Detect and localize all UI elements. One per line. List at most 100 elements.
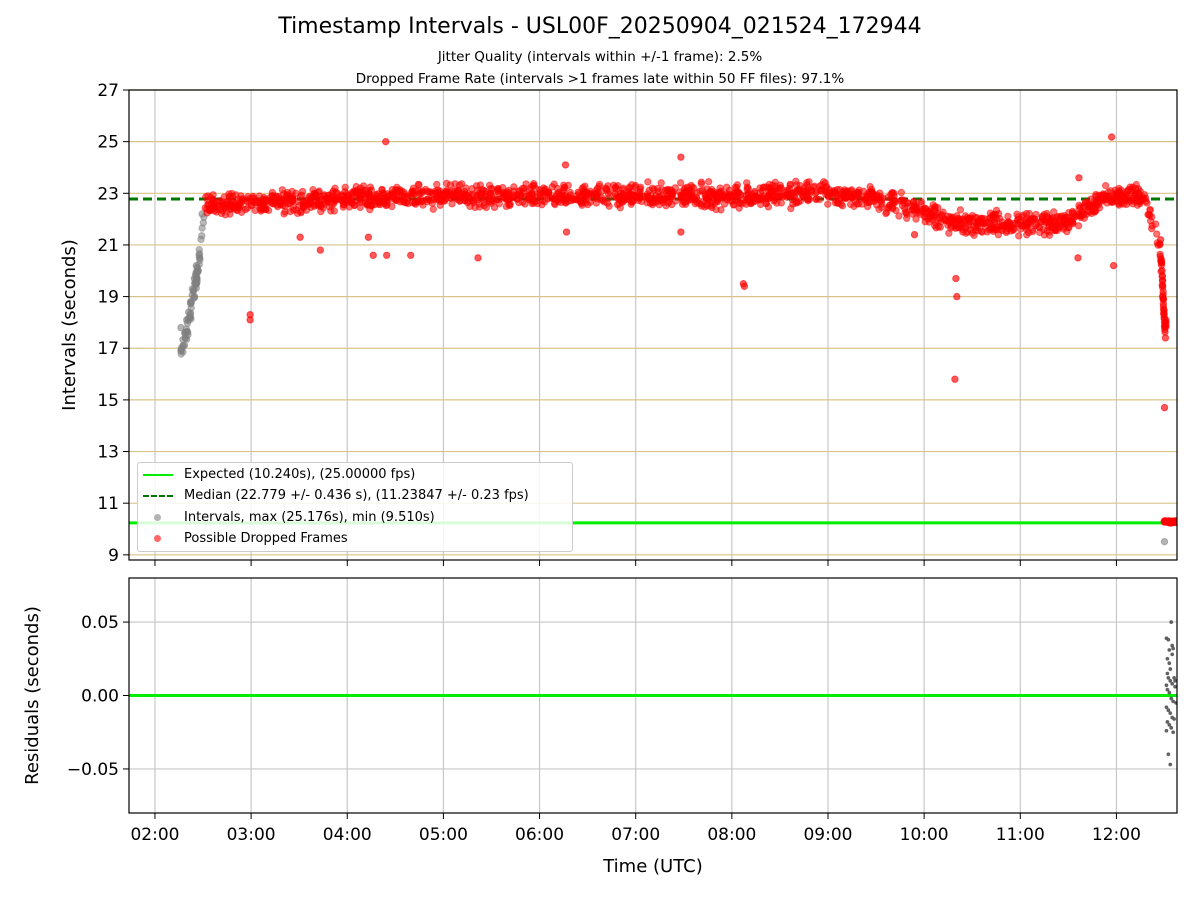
dropped-frame-point [1160,403,1169,412]
dropped-frame-point [672,197,680,205]
residual-point [1168,667,1173,671]
dropped-frame-point [232,200,240,209]
dropped-frame-point [910,230,919,239]
dropped-frame-point [259,196,268,204]
residual-point [1172,675,1177,680]
dropped-frame-point [409,189,417,198]
dropped-frame-point [458,193,466,202]
dropped-frame-point [744,189,752,197]
dropped-frame-point [1036,228,1044,237]
dropped-frame-point [815,182,824,190]
dropped-frame-point [485,197,493,205]
x-tick-label: 06:00 [515,825,564,845]
dropped-frame-point [991,225,999,234]
dropped-frame-point [937,217,946,226]
dropped-frame-point [332,188,340,196]
residual-point [1167,690,1172,695]
dropped-frame-point [725,193,733,201]
dropped-frame-point [204,201,212,209]
dropped-frame-point [1148,224,1156,233]
residual-point [1167,661,1172,666]
dropped-frame-point [561,161,570,169]
residual-point [1167,722,1172,727]
dropped-frame-point [966,217,974,226]
dropped-frame-point [851,190,860,198]
dropped-frame-point [760,183,768,191]
dropped-frame-point [953,212,961,220]
dropped-frame-point [485,181,494,190]
dropped-frame-point [1079,204,1088,212]
dropped-frame-point [1103,199,1111,207]
residual-point [1170,643,1175,648]
y-tick-label: 15 [97,391,119,411]
residual-points [1164,620,1177,767]
dropped-frame-point [708,193,717,201]
dropped-frame-point [356,203,364,212]
dropped-frame-point [824,200,832,208]
dropped-frame-point [771,196,779,204]
dropped-frame-point [261,205,270,213]
dropped-frame-point [720,200,729,208]
dropped-frame-point [217,209,226,218]
dropped-frame-point [296,233,304,241]
dropped-frame-point [280,190,288,198]
dropped-frame-point [327,207,335,215]
dropped-frame-point [481,187,489,195]
dropped-frame-point [644,178,652,186]
dropped-frame-point [983,228,991,236]
interval-point [179,341,187,350]
residual-point [1165,656,1170,661]
dropped-frame-point [1053,213,1061,221]
dropped-frame-point [474,254,482,262]
jitter-quality-subtitle: Jitter Quality (intervals within +/-1 fr… [437,49,763,65]
dropped-frame-point [648,184,657,193]
x-tick-label: 09:00 [803,825,852,845]
y-tick-label: 0.05 [81,613,119,633]
dropped-frame-point [899,198,908,207]
axis-layer [123,89,1178,819]
dropped-frame-point [600,198,608,206]
dropped-frame-point [289,194,297,203]
residual-point [1169,725,1174,730]
dropped-frame-point [1157,259,1166,267]
dropped-frame-point [1006,222,1015,230]
dropped-frame-point [382,251,391,259]
dropped-frame-point [246,316,254,324]
interval-points [177,133,1177,546]
dropped-frame-point [419,187,427,195]
dropped-frame-point [650,195,658,204]
interval-point [188,285,197,293]
dropped-frame-point [787,204,795,213]
y-tick-label: −0.05 [67,760,119,780]
dropped-frame-point [1116,188,1124,197]
legend-intervals-marker [154,514,161,521]
dropped-frame-point [462,184,470,192]
dropped-frame-point [477,194,485,202]
dropped-frame-point [554,190,562,198]
dropped-frame-point [310,191,319,199]
dropped-frame-point [779,193,787,201]
dropped-frame-point [701,190,709,198]
residual-point [1170,652,1175,657]
dropped-frame-point [1143,199,1151,207]
dropped-frame-point [951,224,960,232]
dropped-frame-point [498,183,507,192]
dropped-frame-point [369,251,377,259]
interval-point [184,308,193,316]
residual-point [1173,678,1177,683]
dropped-frame-point [829,187,837,195]
dropped-frame-point [300,196,309,205]
dropped-frame-point [927,205,935,213]
dropped-frame-point [717,206,725,214]
dropped-frame-point [238,194,247,203]
dropped-frame-point [338,196,346,204]
dropped-frame-point [559,186,568,194]
y-tick-label: 27 [97,81,119,101]
dropped-frame-point [529,179,538,188]
dropped-frame-point [811,189,820,198]
legend-median-label: Median (22.779 +/- 0.436 s), (11.23847 +… [184,488,529,503]
x-tick-label: 10:00 [900,825,949,845]
dropped-frame-point [1040,210,1048,219]
dropped-frame-point [471,203,479,212]
dropped-frame-point [382,201,390,210]
